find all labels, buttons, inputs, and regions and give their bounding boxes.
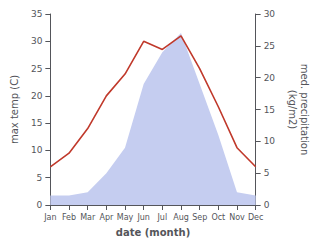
svg-text:Aug: Aug: [173, 213, 189, 222]
svg-text:date (month): date (month): [116, 227, 190, 238]
svg-text:15: 15: [31, 118, 42, 128]
svg-text:10: 10: [31, 145, 43, 155]
svg-text:Nov: Nov: [229, 213, 245, 222]
svg-text:(kg/m2): (kg/m2): [287, 90, 298, 130]
svg-text:25: 25: [264, 41, 275, 51]
svg-text:May: May: [117, 213, 134, 222]
svg-text:Apr: Apr: [99, 213, 114, 222]
svg-text:20: 20: [264, 73, 276, 83]
svg-text:5: 5: [37, 173, 43, 183]
svg-text:med. precipitation: med. precipitation: [299, 64, 310, 156]
svg-text:0: 0: [37, 200, 43, 210]
svg-text:Jul: Jul: [157, 213, 168, 222]
svg-text:Dec: Dec: [248, 213, 263, 222]
svg-text:35: 35: [31, 9, 42, 19]
svg-text:0: 0: [264, 200, 270, 210]
svg-text:5: 5: [264, 168, 270, 178]
svg-text:20: 20: [31, 91, 43, 101]
svg-text:max temp (C): max temp (C): [9, 75, 20, 144]
svg-text:10: 10: [264, 136, 276, 146]
svg-text:Sep: Sep: [192, 213, 207, 222]
svg-text:Feb: Feb: [62, 213, 76, 222]
svg-text:30: 30: [264, 9, 276, 19]
svg-text:30: 30: [31, 36, 43, 46]
svg-text:15: 15: [264, 105, 275, 115]
svg-text:Oct: Oct: [211, 213, 225, 222]
svg-text:25: 25: [31, 64, 42, 74]
svg-text:Jun: Jun: [136, 213, 150, 222]
svg-text:Mar: Mar: [80, 213, 96, 222]
svg-text:Jan: Jan: [43, 213, 56, 222]
